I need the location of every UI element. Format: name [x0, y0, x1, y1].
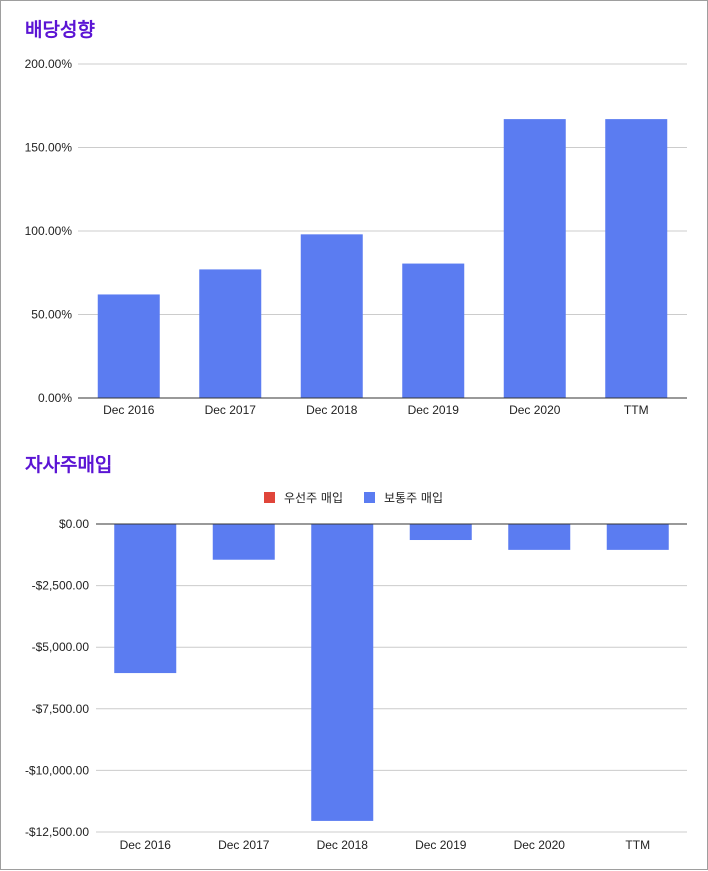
x-tick-label: Dec 2020: [514, 838, 566, 852]
y-tick-label: 0.00%: [38, 391, 72, 405]
legend-label: 우선주 매입: [284, 491, 343, 505]
y-tick-label: $0.00: [59, 517, 89, 531]
bar: [311, 524, 374, 821]
buyback-chart: $0.00 -$2,500.00 -$5,000.00 -$7,500.00 -$10,…: [25, 491, 687, 852]
y-tick-label: -$7,500.00: [32, 702, 90, 716]
bar: [605, 119, 668, 399]
bar: [114, 524, 177, 674]
y-tick-label: -$10,000.00: [25, 763, 89, 777]
y-tick-label: 200.00%: [25, 57, 73, 71]
y-tick-label: 150.00%: [25, 141, 73, 155]
chart-title: 배당성향: [25, 19, 95, 41]
y-tick-label: -$5,000.00: [32, 640, 90, 654]
buyback-chart-panel: 자사주매입 $0.00 -$2,500.00 -$5,000.00 -$7,500.0…: [0, 436, 708, 870]
chart-title: 자사주매입: [25, 454, 113, 476]
legend-swatch: [364, 492, 375, 503]
x-tick-label: TTM: [625, 838, 650, 852]
y-tick-label: 100.00%: [25, 224, 73, 238]
bar: [97, 294, 160, 398]
x-tick-label: TTM: [624, 403, 649, 417]
x-tick-label: Dec 2016: [103, 403, 155, 417]
dividend-payout-chart: 0.00% 50.00% 100.00% 150.00% 200.00% Dec 2016…: [25, 57, 687, 417]
dividend-payout-chart-panel: 배당성향 0.00% 50.00% 100.00% 150.00% 200.00% Dec…: [0, 0, 708, 438]
y-tick-label: -$2,500.00: [32, 579, 90, 593]
x-tick-label: Dec 2016: [120, 838, 172, 852]
legend-label: 보통주 매입: [384, 491, 443, 505]
x-tick-label: Dec 2019: [408, 403, 460, 417]
x-tick-label: Dec 2018: [317, 838, 369, 852]
bar: [402, 263, 465, 398]
y-tick-label: -$12,500.00: [25, 825, 89, 839]
bar: [199, 269, 262, 398]
bar: [409, 524, 472, 541]
x-tick-label: Dec 2018: [306, 403, 358, 417]
bar: [606, 524, 669, 550]
x-tick-label: Dec 2019: [415, 838, 467, 852]
x-tick-label: Dec 2017: [205, 403, 257, 417]
bar: [503, 119, 566, 399]
y-tick-label: 50.00%: [31, 308, 72, 322]
x-tick-label: Dec 2017: [218, 838, 270, 852]
bar: [508, 524, 571, 550]
x-tick-label: Dec 2020: [509, 403, 561, 417]
bar: [212, 524, 275, 560]
legend-swatch: [264, 492, 275, 503]
bar: [300, 234, 363, 398]
